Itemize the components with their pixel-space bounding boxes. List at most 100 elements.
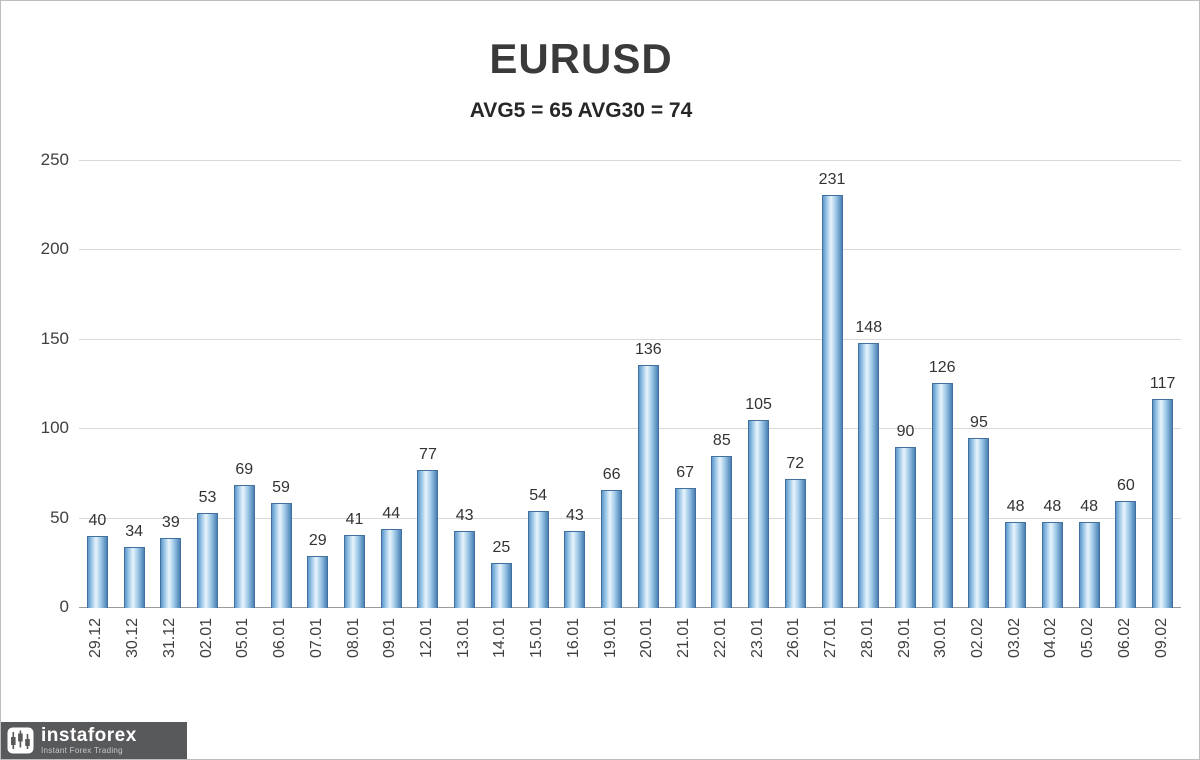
x-tick-label: 05.02	[1079, 618, 1097, 659]
x-tick-label: 04.02	[1042, 618, 1060, 659]
bar-value-label: 44	[382, 505, 401, 523]
x-tick-label: 07.01	[307, 618, 325, 659]
plot-area: 40 29.12 34 30.12 39 31.12 53 02.01 69 05.01 59 06.…	[79, 160, 1181, 658]
x-tick-label: 21.01	[675, 618, 693, 659]
logo-text: instaforex Instant Forex Trading	[41, 726, 137, 755]
bar-05.02	[1078, 522, 1100, 608]
x-tick-label: 31.12	[160, 618, 178, 659]
logo-tagline: Instant Forex Trading	[41, 746, 123, 755]
x-tick-label: 02.02	[968, 618, 986, 659]
bar-21.01	[674, 488, 696, 608]
gridline	[79, 249, 1181, 251]
bar-value-label: 95	[970, 414, 988, 432]
bar-07.01	[307, 556, 329, 608]
bar-value-label: 66	[602, 466, 621, 483]
x-tick-label: 08.01	[344, 618, 362, 659]
bar-value-label: 72	[786, 455, 805, 473]
x-tick-label: 26.01	[785, 618, 803, 659]
bar-15.01	[527, 511, 549, 608]
x-tick-label: 29.01	[895, 618, 913, 659]
x-tick-label: 23.01	[748, 618, 766, 659]
x-tick-label: 27.01	[822, 618, 840, 659]
gridline	[79, 517, 1181, 519]
x-tick-label: 14.01	[491, 618, 509, 659]
y-tick-label: 150	[40, 328, 69, 348]
bar-19.01	[601, 490, 623, 608]
bar-04.02	[1041, 522, 1063, 608]
instaforex-candlestick-icon	[7, 727, 34, 754]
bar-value-label: 126	[928, 358, 956, 376]
x-tick-label: 13.01	[454, 618, 472, 659]
bar-value-label: 85	[712, 432, 731, 450]
bar-02.01	[197, 513, 219, 608]
chart-title: EURUSD	[489, 35, 673, 82]
y-tick-label: 0	[59, 597, 69, 616]
x-tick-label: 15.01	[528, 618, 546, 659]
bar-value-label: 40	[88, 512, 107, 530]
bar-31.12	[160, 538, 182, 608]
bar-value-label: 25	[492, 539, 511, 557]
x-tick-label: 29.12	[87, 618, 105, 659]
bar-12.01	[417, 470, 439, 608]
x-tick-label: 03.02	[1005, 618, 1023, 659]
bar-value-label: 60	[1116, 476, 1135, 494]
x-tick-label: 19.01	[601, 618, 619, 659]
x-tick-label: 12.01	[417, 618, 435, 659]
bar-value-label: 77	[419, 446, 437, 464]
bar-30.12	[123, 547, 145, 608]
x-tick-label: 20.01	[638, 618, 656, 659]
bar-02.02	[968, 438, 990, 608]
bar-value-label: 41	[345, 510, 364, 528]
bar-value-label: 90	[896, 423, 915, 441]
gridline	[79, 338, 1181, 340]
bar-value-label: 48	[1080, 498, 1099, 516]
bar-value-label: 117	[1149, 374, 1176, 392]
bar-14.01	[490, 563, 512, 608]
chart-subtitle: AVG5 = 65 AVG30 = 74	[469, 99, 693, 122]
x-tick-label: 06.01	[271, 618, 289, 659]
instaforex-logo: instaforex Instant Forex Trading	[1, 722, 187, 759]
bar-value-label: 48	[1006, 498, 1025, 516]
x-tick-label: 06.02	[1115, 618, 1133, 659]
bar-value-label: 59	[272, 478, 290, 496]
bar-09.02	[1152, 398, 1174, 608]
bar-30.01	[931, 382, 953, 608]
bar-value-label: 148	[855, 319, 883, 337]
bar-22.01	[711, 456, 733, 608]
x-tick-label: 09.02	[1152, 618, 1170, 659]
bar-26.01	[784, 479, 806, 608]
bar-value-label: 39	[161, 514, 180, 532]
bar-03.02	[1005, 522, 1027, 608]
bar-29.12	[86, 536, 108, 608]
y-tick-label: 100	[40, 418, 69, 438]
bar-09.01	[380, 529, 402, 608]
bar-23.01	[748, 420, 770, 608]
bar-value-label: 29	[308, 532, 327, 550]
bar-value-label: 69	[235, 460, 254, 478]
gridline	[79, 160, 1181, 161]
bar-05.01	[233, 484, 255, 608]
y-tick-label: 50	[50, 507, 69, 527]
bar-13.01	[454, 531, 476, 608]
bar-value-label: 43	[565, 507, 584, 525]
x-tick-label: 22.01	[711, 618, 729, 659]
x-tick-label: 28.01	[858, 618, 876, 659]
bar-08.01	[344, 534, 365, 608]
bar-value-label: 136	[635, 340, 662, 358]
bar-06.01	[270, 502, 292, 608]
bar-16.01	[564, 531, 586, 608]
bar-20.01	[637, 364, 659, 608]
x-tick-label: 16.01	[564, 618, 582, 659]
bar-value-label: 67	[676, 464, 694, 482]
x-tick-label: 30.01	[932, 618, 950, 659]
gridline	[79, 428, 1181, 430]
bar-value-label: 54	[529, 487, 548, 505]
logo-name: instaforex	[41, 725, 137, 746]
bar-value-label: 48	[1043, 498, 1062, 516]
x-tick-label: 05.01	[234, 618, 252, 659]
bar-value-label: 53	[198, 489, 217, 507]
x-axis-line	[79, 607, 1181, 608]
bar-27.01	[821, 194, 843, 608]
x-tick-label: 02.01	[197, 618, 215, 659]
